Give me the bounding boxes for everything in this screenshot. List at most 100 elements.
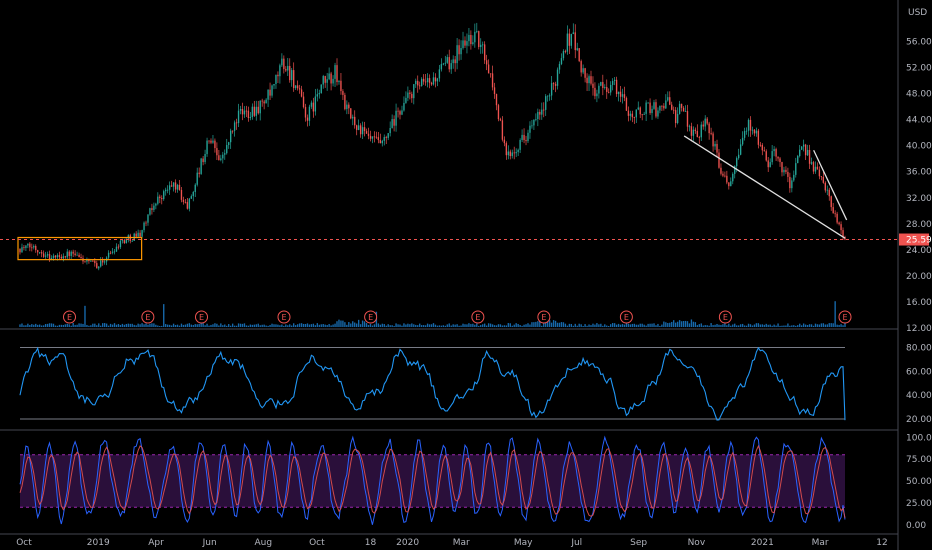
volume-bar [149, 323, 151, 327]
candle-body [704, 118, 706, 127]
volume-bar [48, 323, 51, 327]
candle-body [27, 243, 29, 246]
candle-body [550, 83, 553, 96]
volume-bar [222, 325, 224, 327]
volume-bar [346, 324, 348, 327]
candle-body [773, 149, 775, 152]
candle-body [64, 256, 66, 258]
candle-body [655, 102, 657, 117]
time-tick-label: 2020 [396, 538, 419, 548]
candle-body [70, 251, 72, 256]
volume-bar [743, 325, 746, 327]
volume-bar [761, 324, 763, 327]
earnings-marker [277, 310, 291, 324]
candle-body [328, 73, 330, 80]
stochastic-pane[interactable] [0, 435, 898, 535]
volume-bar [450, 325, 452, 327]
candle-body [312, 102, 315, 112]
volume-bar [166, 324, 169, 327]
volume-bar [655, 325, 657, 327]
volume-bar [239, 323, 242, 327]
candle-body [570, 33, 573, 46]
volume-bar [72, 323, 74, 327]
volume-bar [407, 323, 409, 327]
candle-body [434, 77, 437, 82]
volume-bar [734, 323, 736, 327]
volume-bar [405, 324, 407, 327]
candle-body [489, 73, 492, 75]
volume-bar [718, 324, 720, 327]
volume-bar [667, 322, 669, 327]
candle-body [231, 130, 234, 132]
volume-bar [176, 324, 179, 327]
candle-body [381, 140, 383, 144]
volume-bar [728, 323, 730, 327]
volume-bar [123, 324, 126, 327]
candle-body [797, 156, 799, 164]
volume-bar [684, 320, 687, 327]
candle-body [513, 152, 515, 154]
candle-body [210, 140, 212, 143]
candle-body [115, 246, 118, 252]
candle-body [767, 160, 769, 168]
candle-body [178, 184, 181, 190]
candle-body [121, 240, 124, 242]
volume-bar [840, 324, 842, 327]
candle-body [342, 91, 344, 95]
candle-body [531, 125, 533, 127]
candle-body [194, 184, 196, 192]
volume-bar [777, 323, 779, 327]
volume-bar [137, 323, 139, 327]
candle-body [515, 152, 517, 154]
oscillator-pane[interactable] [0, 346, 898, 431]
candle-body [769, 162, 771, 168]
candle-body [275, 74, 277, 84]
candle-body [157, 196, 159, 204]
volume-bar [828, 323, 830, 327]
volume-bar [194, 324, 196, 327]
volume-bar [422, 325, 425, 327]
volume-bar [27, 323, 29, 327]
candle-body [684, 111, 687, 112]
price-tick-label: 16.00 [906, 298, 932, 308]
candle-body [598, 85, 600, 94]
candle-body [674, 110, 677, 124]
volume-bar [497, 324, 500, 327]
volume-bar [80, 323, 82, 327]
candle-body [586, 77, 588, 84]
candle-body [393, 119, 395, 126]
candle-body [753, 129, 756, 134]
volume-bar [94, 323, 96, 327]
candle-body [255, 106, 257, 116]
candle-body [474, 31, 476, 43]
candle-body [324, 76, 326, 83]
candle-body [334, 65, 336, 79]
candle-body [464, 40, 466, 46]
candle-body [511, 152, 513, 157]
volume-bar [168, 324, 171, 327]
volume-bar [800, 325, 803, 327]
candle-body [600, 82, 602, 86]
volume-bar [64, 324, 66, 327]
candle-body [639, 107, 641, 115]
volume-bar [109, 323, 112, 327]
volume-bar [357, 319, 360, 327]
currency-label[interactable]: USD [908, 8, 927, 18]
candle-body [657, 110, 659, 117]
candle-body [216, 148, 218, 156]
candle-body [113, 251, 116, 253]
candle-body [153, 205, 155, 210]
candle-body [48, 254, 51, 260]
candle-body [556, 69, 559, 86]
candle-body [602, 82, 604, 88]
volume-bar [196, 324, 198, 327]
candle-body [159, 196, 161, 199]
time-tick-label: Nov [688, 538, 706, 548]
candle-body [466, 41, 468, 46]
candle-body [698, 137, 700, 138]
volume-bar [103, 323, 106, 327]
candle-body [399, 111, 401, 115]
candle-body [680, 103, 683, 108]
